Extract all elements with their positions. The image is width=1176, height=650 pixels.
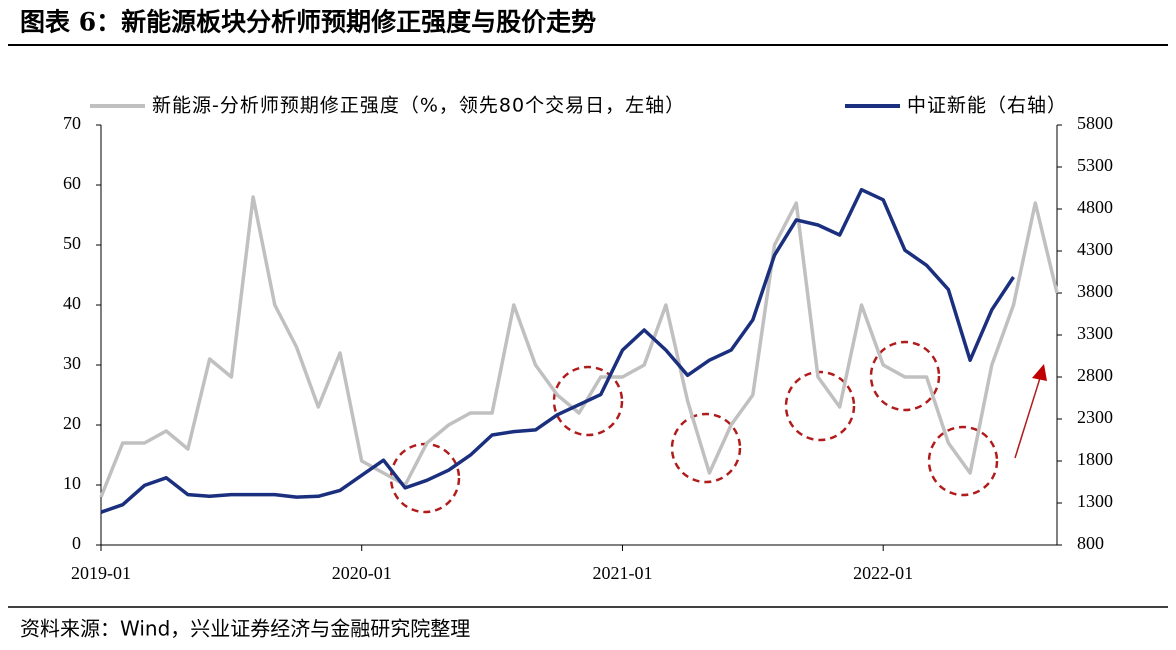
y-tick-label: 10	[63, 473, 81, 493]
y2-tick-label: 4300	[1077, 239, 1113, 259]
highlight-circle	[389, 442, 461, 514]
y2-tick-label: 800	[1077, 533, 1104, 553]
y2-tick-label: 3800	[1077, 281, 1113, 301]
highlight-circle	[784, 370, 856, 442]
highlight-circle	[869, 340, 941, 412]
y-tick-label: 60	[63, 173, 81, 193]
legend-label: 新能源-分析师预期修正强度（%，领先80个交易日，左轴）	[152, 95, 685, 117]
y2-tick-label: 3300	[1077, 323, 1113, 343]
y2-tick-label: 1800	[1077, 449, 1113, 469]
y2-tick-label: 2300	[1077, 407, 1113, 427]
y2-tick-label: 5300	[1077, 155, 1113, 175]
legend-label: 中证新能（右轴）	[907, 95, 1067, 117]
x-tick-label: 2022-01	[853, 563, 913, 583]
x-tick-label: 2021-01	[592, 563, 652, 583]
y-tick-label: 70	[63, 113, 81, 133]
y2-tick-label: 2800	[1077, 365, 1113, 385]
series-line	[99, 195, 1059, 498]
y-tick-label: 30	[63, 353, 81, 373]
source-note: 资料来源：Wind，兴业证券经济与金融研究院整理	[20, 617, 470, 641]
chart-title: 图表 6：新能源板块分析师预期修正强度与股价走势	[20, 8, 596, 37]
trend-arrow	[1014, 377, 1041, 459]
series-line	[100, 187, 1015, 514]
y2-tick-label: 5800	[1077, 113, 1113, 133]
highlight-circle	[670, 412, 742, 484]
y-tick-label: 40	[63, 293, 81, 313]
x-tick-label: 2020-01	[332, 563, 392, 583]
x-tick-label: 2019-01	[71, 563, 131, 583]
y2-tick-label: 1300	[1077, 491, 1113, 511]
arrow-head	[1032, 364, 1047, 381]
y-tick-label: 20	[63, 413, 81, 433]
highlight-circle	[927, 425, 999, 497]
y-tick-label: 0	[72, 533, 81, 553]
y-tick-label: 50	[63, 233, 81, 253]
y2-tick-label: 4800	[1077, 197, 1113, 217]
highlight-circle	[552, 365, 624, 437]
